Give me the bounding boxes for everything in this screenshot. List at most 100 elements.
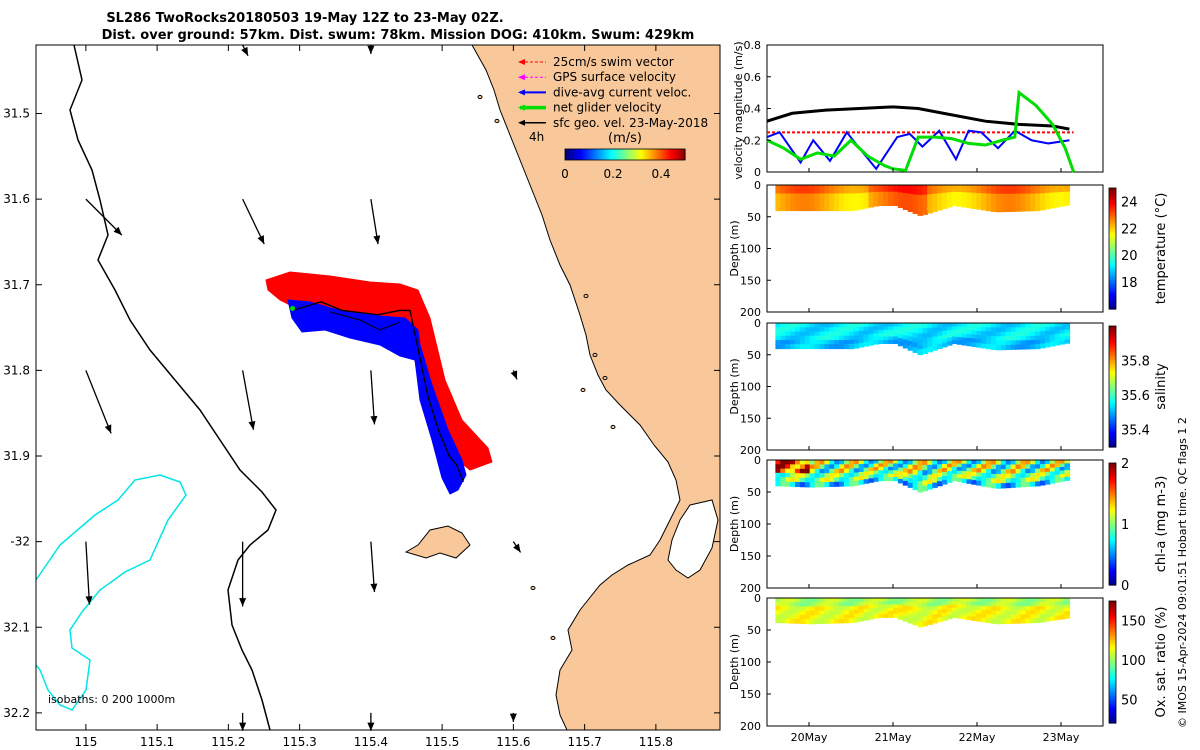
section-colorbar-swatch: [1109, 635, 1116, 639]
section-cell: [1025, 606, 1031, 612]
section-cell: [819, 464, 826, 470]
section-cell: [868, 185, 875, 190]
section-cell: [844, 468, 850, 474]
section-cell: [893, 610, 899, 615]
islet: [477, 94, 483, 100]
section-colorbar-frame: [1108, 187, 1117, 310]
section-cell: [995, 185, 1002, 191]
colorbar-swatch: [575, 149, 578, 160]
section-cell: [809, 185, 816, 190]
section-cell: [878, 336, 884, 341]
section-cell: [927, 598, 933, 604]
section-cell: [795, 473, 801, 479]
map-xtick-label: 115.8: [639, 735, 673, 749]
section-cell: [868, 611, 875, 617]
section-cell: [912, 327, 919, 334]
geo-velocity-arrowhead: [370, 415, 378, 425]
section-cell: [966, 341, 973, 347]
section-cell: [868, 203, 875, 208]
section-cell: [824, 606, 830, 612]
section-cell: [1015, 610, 1022, 616]
section-cell: [1049, 323, 1056, 328]
section-colorbar-swatch: [1109, 567, 1116, 571]
section-ylabel: Depth (m): [728, 358, 741, 414]
section-cell: [829, 618, 835, 624]
section-colorbar-swatch: [1109, 229, 1116, 233]
section-cell: [942, 185, 948, 190]
section-cell: [897, 471, 904, 476]
section-cell: [834, 206, 840, 212]
section-cell: [893, 185, 899, 190]
section-cell: [1000, 323, 1007, 329]
section-cell: [937, 344, 943, 350]
garden-island: [667, 499, 719, 579]
section-cell: [809, 610, 816, 616]
section-cell: [775, 610, 781, 615]
section-cell: [809, 619, 816, 625]
section-cell: [897, 601, 904, 606]
section-cell: [971, 464, 977, 469]
section-cell: [976, 609, 982, 614]
section-cell: [790, 331, 796, 337]
section-cell: [1059, 191, 1066, 197]
section-colorbar-swatch: [1109, 405, 1116, 409]
section-colorbar-swatch: [1109, 502, 1116, 506]
section-cell: [937, 189, 943, 194]
colorbar-swatch: [579, 149, 582, 160]
section-cell: [780, 618, 786, 624]
section-cell: [917, 470, 924, 477]
section-cell: [917, 333, 924, 340]
section-cell: [1030, 323, 1036, 328]
geo-velocity-arrow: [370, 370, 376, 425]
section-cell: [1064, 201, 1071, 206]
section-cell: [1010, 614, 1017, 620]
section-cell: [1010, 189, 1017, 195]
section-colorbar-swatch: [1109, 613, 1116, 617]
section-cell: [1044, 200, 1051, 206]
section-cell: [946, 615, 953, 620]
section-cell: [809, 206, 816, 212]
section-cell: [1064, 460, 1071, 465]
section-cell: [917, 602, 924, 609]
section-cell: [848, 468, 855, 474]
section-cell: [1064, 336, 1071, 341]
section-colorbar-swatch: [1109, 543, 1116, 547]
section-cell: [991, 618, 997, 624]
section-cell: [858, 616, 865, 622]
section-cell: [897, 185, 904, 190]
section-cell: [814, 185, 821, 190]
section-cell: [1005, 323, 1012, 329]
section-colorbar-tick-label: 35.4: [1121, 424, 1150, 439]
section-cell: [1000, 331, 1007, 337]
section-cell: [829, 464, 835, 470]
section-cell: [1020, 477, 1026, 483]
section-cell: [1005, 198, 1012, 204]
section-cell: [780, 481, 786, 487]
section-cell: [946, 337, 953, 343]
section-colorbar-tick-label: 18: [1121, 276, 1138, 291]
section-cell: [883, 198, 889, 203]
section-cell: [795, 201, 801, 207]
section-colorbar-swatch: [1109, 347, 1116, 351]
section-cell: [986, 602, 992, 607]
islet: [610, 424, 616, 430]
section-xtick-label: 20May: [791, 731, 828, 744]
section-cell: [814, 335, 821, 341]
section-cell: [902, 339, 909, 345]
section-colorbar-swatch: [1109, 226, 1116, 230]
section-cell: [1040, 605, 1046, 611]
section-cell: [819, 201, 826, 207]
section-cell: [799, 197, 806, 203]
section-cell: [946, 478, 953, 483]
section-cell: [785, 481, 791, 487]
section-cell: [824, 201, 830, 207]
section-cell: [853, 617, 860, 623]
section-cell: [951, 607, 958, 612]
section-ytick-label: 50: [747, 349, 761, 362]
section-colorbar-swatch: [1109, 480, 1116, 484]
section-cell: [893, 460, 899, 465]
section-cell: [834, 460, 840, 466]
section-cell: [912, 347, 919, 353]
section-cell: [1025, 610, 1031, 616]
section-cell: [907, 610, 914, 616]
